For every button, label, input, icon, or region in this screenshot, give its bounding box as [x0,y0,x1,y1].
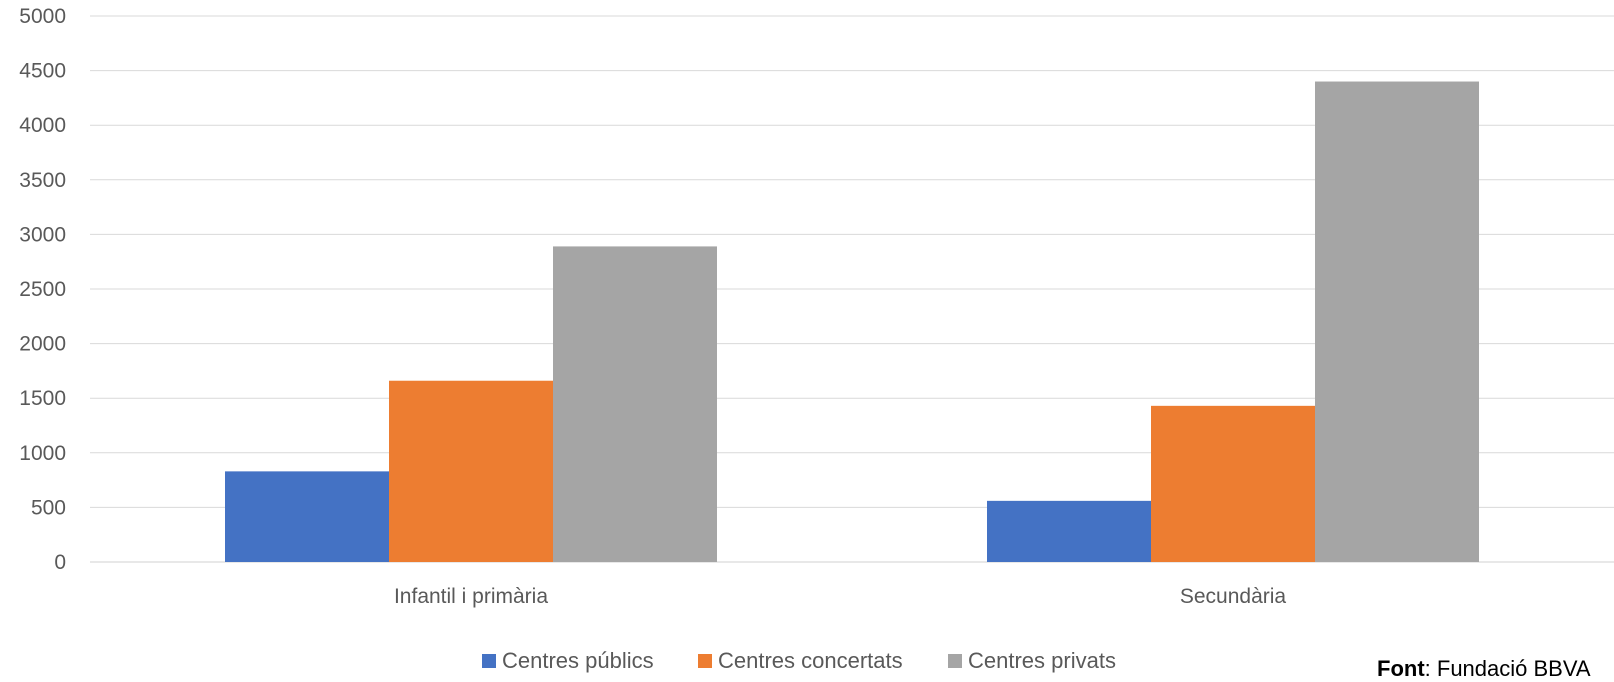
y-tick-label: 1500 [19,387,66,410]
source-text: : Fundació BBVA [1424,656,1591,681]
y-tick-label: 3000 [19,223,66,246]
legend-item: Centres privats [948,648,1116,674]
y-tick-label: 2500 [19,278,66,301]
bar [225,471,389,562]
legend: Centres públics Centres concertats Centres… [0,648,1614,676]
y-tick-label: 0 [54,551,66,574]
bars [225,81,1479,563]
legend-label: Centres públics [502,648,654,673]
legend-swatch [698,654,712,668]
legend-swatch [482,654,496,668]
legend-swatch [948,654,962,668]
y-tick-label: 4500 [19,60,66,83]
bar [1151,405,1315,562]
bar [389,380,553,562]
x-category-label: Secundària [1180,585,1287,608]
y-tick-label: 500 [31,496,66,519]
bar [553,246,717,563]
y-tick-label: 5000 [19,5,66,28]
legend-label: Centres privats [968,648,1116,673]
legend-item: Centres concertats [698,648,903,674]
bar-chart: 0 500 1000 1500 2000 2500 3000 3500 4000 4500 5000… [19,5,1614,608]
bar [1315,81,1479,563]
x-axis: Infantil i primària Secundària [394,585,1286,608]
x-category-label: Infantil i primària [394,585,548,608]
y-tick-label: 2000 [19,333,66,356]
y-tick-label: 3500 [19,169,66,192]
y-tick-label: 1000 [19,442,66,465]
source-note: Font: Fundació BBVA [1377,656,1591,682]
legend-label: Centres concertats [718,648,903,673]
bar [987,500,1151,562]
source-label: Font [1377,656,1425,681]
y-tick-label: 4000 [19,114,66,137]
y-axis: 0 500 1000 1500 2000 2500 3000 3500 4000 4500 5000 [19,5,66,574]
legend-item: Centres públics [482,648,654,674]
